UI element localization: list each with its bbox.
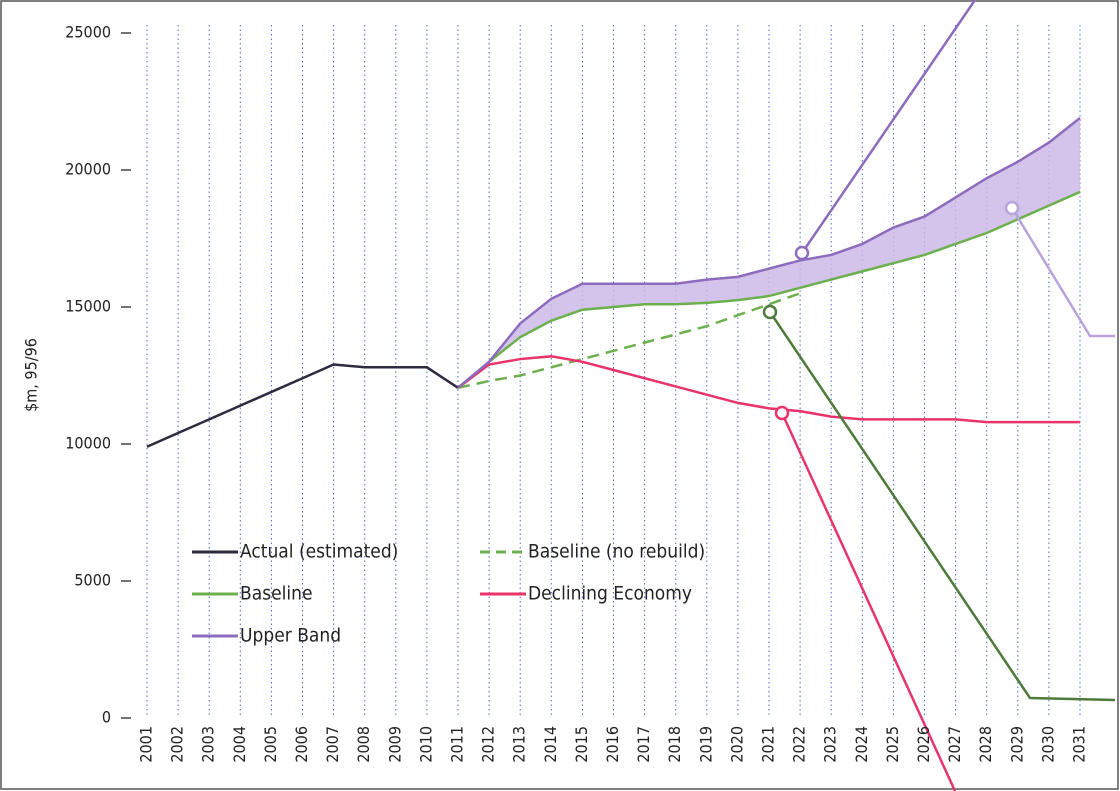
x-tick-label: 2021	[759, 726, 778, 763]
x-tick-label: 2009	[385, 726, 404, 763]
x-tick-label: 2017	[634, 726, 653, 763]
callout-line	[800, 0, 977, 254]
y-tick-label: 5000	[74, 571, 111, 590]
x-tick-label: 2012	[479, 726, 498, 763]
callout-line	[768, 311, 1116, 702]
band-fill	[458, 117, 1080, 388]
x-tick-label: 2006	[292, 726, 311, 763]
callout-line	[1010, 207, 1115, 338]
x-tick-label: 2010	[416, 726, 435, 763]
callout-dot	[794, 245, 810, 261]
legend-label: Declining Economy	[528, 583, 692, 605]
x-tick-label: 2029	[1007, 726, 1026, 763]
x-tick-label: 2014	[541, 726, 560, 763]
callouts	[762, 0, 1116, 791]
axes: 2001 2002 2003 2004 2005 2006 2007 2008 2009 2010…	[65, 23, 1088, 763]
callout-dot	[774, 405, 790, 421]
callout-line	[780, 412, 957, 791]
y-tick-label: 10000	[65, 434, 111, 453]
y-tick-label: 0	[102, 708, 111, 727]
x-tick-label: 2020	[727, 726, 746, 763]
legend: Actual (estimated) Baseline (no rebuild) B…	[192, 541, 705, 647]
y-tick-label: 25000	[65, 23, 111, 42]
y-axis-label: $m, 95/96	[22, 338, 41, 412]
x-tick-label: 2005	[261, 726, 280, 763]
y-tick-label: 15000	[65, 297, 111, 316]
series-line	[457, 292, 801, 390]
callout-dot	[1004, 200, 1020, 216]
series-line	[457, 355, 1080, 424]
legend-label: Upper Band	[240, 625, 341, 647]
y-tick-label: 20000	[65, 160, 111, 179]
grid	[146, 25, 1081, 718]
x-tick-label: 2030	[1038, 726, 1057, 763]
x-tick-label: 2026	[914, 726, 933, 763]
x-tick-label: 2019	[696, 726, 715, 763]
x-tick-label: 2016	[603, 726, 622, 763]
legend-label: Baseline	[240, 583, 312, 605]
x-tick-label: 2007	[323, 726, 342, 763]
x-tick-label: 2004	[230, 726, 249, 763]
legend-label: Baseline (no rebuild)	[528, 541, 705, 563]
x-tick-label: 2011	[448, 726, 467, 763]
x-tick-label: 2031	[1070, 726, 1089, 763]
x-tick-label: 2008	[354, 726, 373, 763]
callout-dot	[762, 304, 778, 320]
series-line	[457, 190, 1081, 389]
x-tick-label: 2015	[572, 726, 591, 763]
x-tick-label: 2024	[852, 726, 871, 763]
legend-label: Actual (estimated)	[240, 541, 398, 563]
x-tick-label: 2023	[821, 726, 840, 763]
x-tick-label: 2028	[976, 726, 995, 763]
band	[458, 117, 1080, 388]
x-tick-label: 2001	[137, 726, 156, 763]
x-tick-label: 2003	[199, 726, 218, 763]
x-tick-label: 2013	[510, 726, 529, 763]
series-line	[146, 363, 459, 448]
x-tick-label: 2027	[945, 726, 964, 763]
x-tick-label: 2025	[883, 726, 902, 763]
lines	[146, 116, 1081, 448]
x-tick-label: 2002	[168, 726, 187, 763]
x-tick-label: 2018	[665, 726, 684, 763]
x-tick-label: 2022	[790, 726, 809, 763]
series-line	[457, 116, 1081, 389]
